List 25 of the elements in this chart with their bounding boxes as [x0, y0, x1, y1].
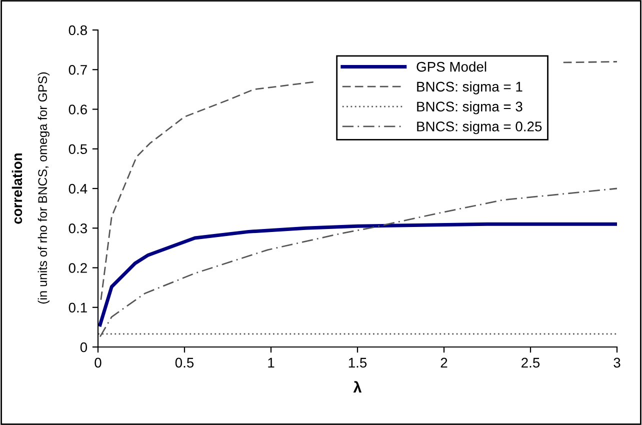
- y-tick-label: 0.6: [68, 104, 87, 114]
- x-tick-label: 1.5: [348, 358, 367, 368]
- x-tick-label: 1: [268, 358, 274, 368]
- line-series: [98, 222, 617, 327]
- y-tick-label: 0.5: [68, 144, 88, 154]
- y-tick-label: 0.7: [68, 64, 87, 75]
- y-tick-label: 0.1: [68, 302, 87, 313]
- y-tick-label: 0.2: [68, 263, 87, 273]
- y-tick-label: 0: [80, 342, 88, 352]
- y-axis-title: correlation: [12, 153, 22, 224]
- x-tick-label: 2.5: [522, 358, 540, 368]
- x-axis-title: λ: [353, 381, 362, 393]
- x-tick-label: 0.5: [175, 358, 194, 368]
- line-series: [99, 188, 617, 338]
- y-tick-label: 0.4: [68, 184, 88, 194]
- y-tick-label: 0.8: [68, 25, 87, 36]
- x-tick-label: 3: [614, 358, 620, 368]
- legend-label: GPS Model: [416, 62, 486, 72]
- text: (in units of rho for BNCS, omega for GPS): [38, 72, 50, 304]
- legend-label: BNCS: sigma = 3: [417, 101, 522, 114]
- legend-label: BNCS: sigma = 0.25: [417, 121, 542, 134]
- legend-label: BNCS: sigma = 1: [417, 81, 522, 94]
- x-tick-label: 0: [94, 358, 102, 368]
- y-tick-label: 0.3: [68, 223, 87, 234]
- x-tick-label: 2: [440, 358, 448, 368]
